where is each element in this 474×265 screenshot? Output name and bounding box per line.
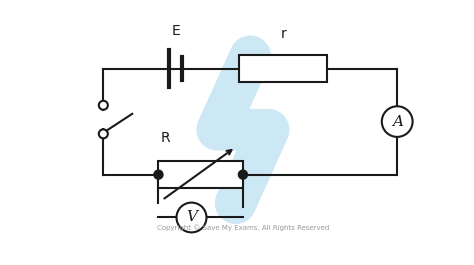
Text: r: r xyxy=(281,27,286,41)
Circle shape xyxy=(382,106,412,137)
Circle shape xyxy=(154,170,163,179)
Circle shape xyxy=(176,202,207,232)
Circle shape xyxy=(99,101,108,110)
Text: E: E xyxy=(172,24,180,38)
Text: R: R xyxy=(160,131,170,145)
Bar xyxy=(239,55,328,82)
Text: V: V xyxy=(186,210,197,224)
Circle shape xyxy=(99,129,108,138)
Text: Copyright © Save My Exams. All Rights Reserved: Copyright © Save My Exams. All Rights Re… xyxy=(157,224,329,231)
Bar xyxy=(158,161,243,188)
Circle shape xyxy=(238,170,247,179)
Text: A: A xyxy=(392,114,403,129)
